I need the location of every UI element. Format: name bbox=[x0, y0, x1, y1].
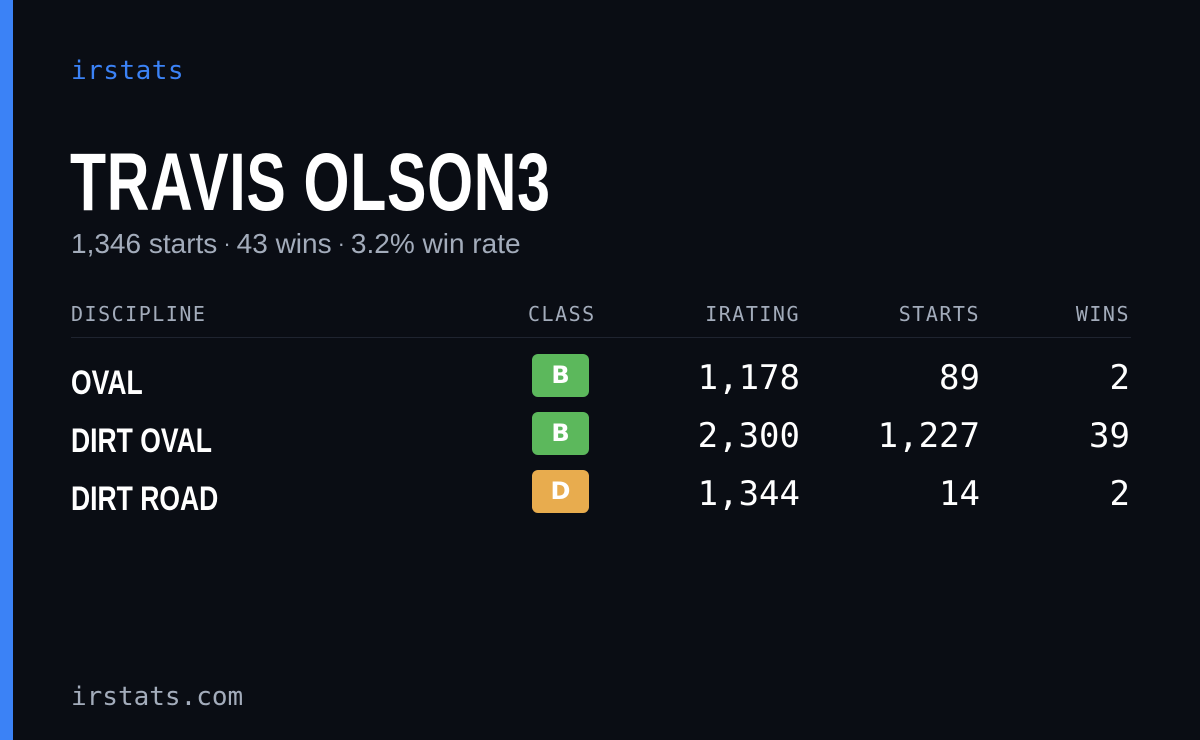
summary-wins: 43 wins bbox=[236, 228, 332, 259]
irating-value: 1,178 bbox=[697, 358, 800, 398]
summary-starts: 1,346 starts bbox=[71, 228, 218, 259]
license-class-badge: B bbox=[532, 412, 589, 455]
column-header-starts: STARTS bbox=[898, 302, 980, 326]
brand-logo: irstats bbox=[71, 56, 185, 86]
table-row: DIRT ROAD D 1,344 14 2 bbox=[0, 470, 1200, 528]
license-class-badge: B bbox=[532, 354, 589, 397]
accent-bar bbox=[0, 0, 13, 740]
discipline-name: DIRT ROAD bbox=[71, 480, 219, 518]
license-class-badge: D bbox=[532, 470, 589, 513]
discipline-name: DIRT OVAL bbox=[71, 422, 212, 460]
wins-value: 39 bbox=[1089, 416, 1130, 456]
summary-separator: · bbox=[223, 231, 231, 256]
starts-value: 14 bbox=[939, 474, 980, 514]
irating-value: 2,300 bbox=[697, 416, 800, 456]
wins-value: 2 bbox=[1109, 474, 1130, 514]
starts-value: 1,227 bbox=[877, 416, 980, 456]
player-summary: 1,346 starts · 43 wins · 3.2% win rate bbox=[71, 228, 521, 260]
summary-separator: · bbox=[337, 231, 345, 256]
column-header-discipline: DISCIPLINE bbox=[71, 302, 207, 326]
starts-value: 89 bbox=[939, 358, 980, 398]
column-header-class: CLASS bbox=[528, 302, 596, 326]
summary-win-rate: 3.2% win rate bbox=[350, 228, 521, 259]
column-header-irating: IRATING bbox=[705, 302, 800, 326]
wins-value: 2 bbox=[1109, 358, 1130, 398]
discipline-name: OVAL bbox=[71, 364, 143, 402]
table-row: OVAL B 1,178 89 2 bbox=[0, 354, 1200, 412]
table-row: DIRT OVAL B 2,300 1,227 39 bbox=[0, 412, 1200, 470]
irating-value: 1,344 bbox=[697, 474, 800, 514]
player-name: TRAVIS OLSON3 bbox=[70, 137, 551, 228]
header-divider bbox=[71, 337, 1131, 338]
footer-domain: irstats.com bbox=[71, 682, 244, 712]
column-header-wins: WINS bbox=[1075, 302, 1130, 326]
